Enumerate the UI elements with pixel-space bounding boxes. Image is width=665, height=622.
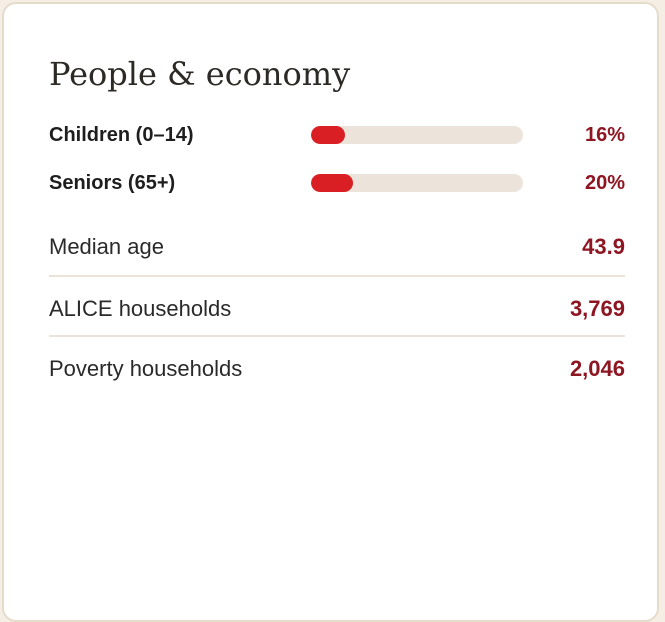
bar-label: Seniors (65+) (49, 172, 176, 194)
progress-track (311, 174, 523, 192)
progress-fill (311, 126, 345, 144)
stat-value: 43.9 (582, 234, 625, 259)
stat-row-alice-households: ALICE households 3,769 (49, 281, 625, 337)
bar-value: 20% (584, 172, 625, 194)
bar-row-children: Children (0–14) 16% (49, 117, 625, 153)
bar-label: Children (0–14) (49, 124, 194, 146)
stat-row-median-age: Median age 43.9 (49, 219, 625, 275)
bar-value: 16% (584, 124, 625, 146)
stat-value: 3,769 (569, 296, 625, 321)
divider (49, 335, 625, 337)
stat-row-poverty-households: Poverty households 2,046 (49, 341, 625, 397)
stat-label: Poverty households (49, 356, 243, 381)
stat-value: 2,046 (569, 356, 625, 381)
progress-track (311, 126, 523, 144)
card-title: People & economy (49, 55, 351, 93)
bar-row-seniors: Seniors (65+) 20% (49, 165, 625, 201)
stat-label: Median age (49, 234, 164, 259)
divider (49, 275, 625, 277)
stat-label: ALICE households (49, 296, 232, 321)
progress-fill (311, 174, 354, 192)
